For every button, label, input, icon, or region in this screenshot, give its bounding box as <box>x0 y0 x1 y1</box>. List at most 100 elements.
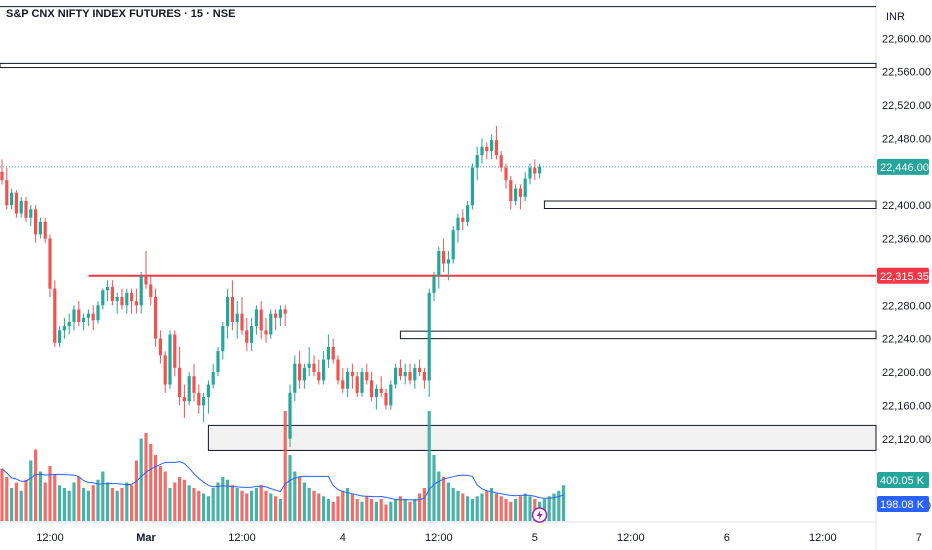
volume-bar <box>557 490 561 521</box>
candle-body <box>178 367 182 398</box>
candle-body <box>34 209 38 235</box>
volume-bar <box>499 496 503 521</box>
volume-bar <box>29 460 33 521</box>
candle-body <box>312 363 316 373</box>
volume-bar <box>173 482 177 521</box>
candle-body <box>38 221 42 235</box>
candle-body <box>317 372 321 381</box>
volume-bar <box>504 499 508 521</box>
time-tick-label: Mar <box>136 532 156 544</box>
candle-body <box>72 309 76 322</box>
candle-body <box>427 292 431 381</box>
candle-body <box>346 372 350 389</box>
price-tick-label: 22,240.00 <box>882 334 931 346</box>
volume-bar <box>494 493 498 521</box>
candle-body <box>466 205 470 222</box>
volume-bar <box>398 496 402 521</box>
candle-body <box>250 326 254 343</box>
volume-bar <box>278 499 282 521</box>
candle-body <box>58 330 62 343</box>
volume-bar <box>427 411 431 521</box>
volume-bar <box>470 499 474 521</box>
volume-bar <box>144 433 148 521</box>
price-tick-label: 22,560.00 <box>882 67 931 79</box>
candle-body <box>298 363 302 381</box>
price-tick-label: 22,360.00 <box>882 234 931 246</box>
candle-body <box>437 251 441 277</box>
candle-body <box>422 372 426 381</box>
lightning-glyph <box>536 510 543 520</box>
candle-body <box>485 146 489 151</box>
candle-body <box>82 317 86 322</box>
candle-body <box>139 276 143 306</box>
volume-bar <box>226 479 230 521</box>
candle-body <box>480 146 484 156</box>
volume-bar <box>288 455 292 521</box>
volume-bar <box>302 482 306 521</box>
volume-bar <box>466 496 470 521</box>
volume-bar <box>269 493 273 521</box>
candle-body <box>470 167 474 206</box>
volume-bar <box>408 501 412 521</box>
volume-bar <box>403 499 407 521</box>
candle-body <box>293 363 297 393</box>
candle-body <box>254 309 258 327</box>
volume-bar <box>456 490 460 521</box>
time-tick-label: 4 <box>340 532 346 544</box>
candle-body <box>403 372 407 377</box>
candle-body <box>235 313 239 322</box>
volume-ma-tag-bg <box>877 496 929 512</box>
candle-body <box>365 372 369 381</box>
volume-bar <box>154 455 158 521</box>
volume-bar <box>509 501 513 521</box>
candle-body <box>355 376 359 393</box>
candle-body <box>283 309 287 314</box>
volume-bar <box>379 499 383 521</box>
candle-body <box>158 338 162 356</box>
candle-body <box>514 188 518 202</box>
volume-bar <box>206 496 210 521</box>
volume-bar <box>120 488 124 521</box>
candle-body <box>408 372 412 381</box>
volume-bar <box>451 488 455 521</box>
time-tick-label: 12:00 <box>809 532 837 544</box>
volume-bar <box>82 488 86 521</box>
candle-body <box>144 276 148 285</box>
candle-body <box>413 367 417 381</box>
candle-body <box>307 363 311 368</box>
candle-body <box>230 296 234 322</box>
volume-bar <box>19 490 23 521</box>
price-tick-label: 22,400.00 <box>882 200 931 212</box>
volume-bar <box>178 477 182 521</box>
volume-bar <box>350 493 354 521</box>
volume-bar <box>91 485 95 521</box>
time-tick-label: 12:00 <box>617 532 645 544</box>
candle-body <box>278 309 282 318</box>
volume-bar <box>346 488 350 521</box>
candle-body <box>374 388 378 398</box>
volume-bar <box>24 479 28 521</box>
volume-bar <box>14 482 18 521</box>
volume-bar <box>523 493 527 521</box>
candle-body <box>269 313 273 335</box>
price-tick-label: 22,480.00 <box>882 133 931 145</box>
volume-ma-line <box>1 461 564 501</box>
candle-body <box>110 286 114 302</box>
candle-body <box>274 313 278 318</box>
volume-bar <box>384 504 388 521</box>
volume-bar <box>547 496 551 521</box>
volume-bar <box>264 490 268 521</box>
candle-body <box>0 171 4 181</box>
candle-body <box>19 201 23 214</box>
candle-body <box>341 380 345 389</box>
candle-body <box>418 367 422 373</box>
candle-body <box>163 355 167 385</box>
volume-bar <box>418 493 422 521</box>
volume-bar <box>38 471 42 521</box>
candle-body <box>206 384 210 398</box>
volume-bar <box>518 496 522 521</box>
volume-bar <box>355 499 359 521</box>
price-tick-label: 22,280.00 <box>882 300 931 312</box>
